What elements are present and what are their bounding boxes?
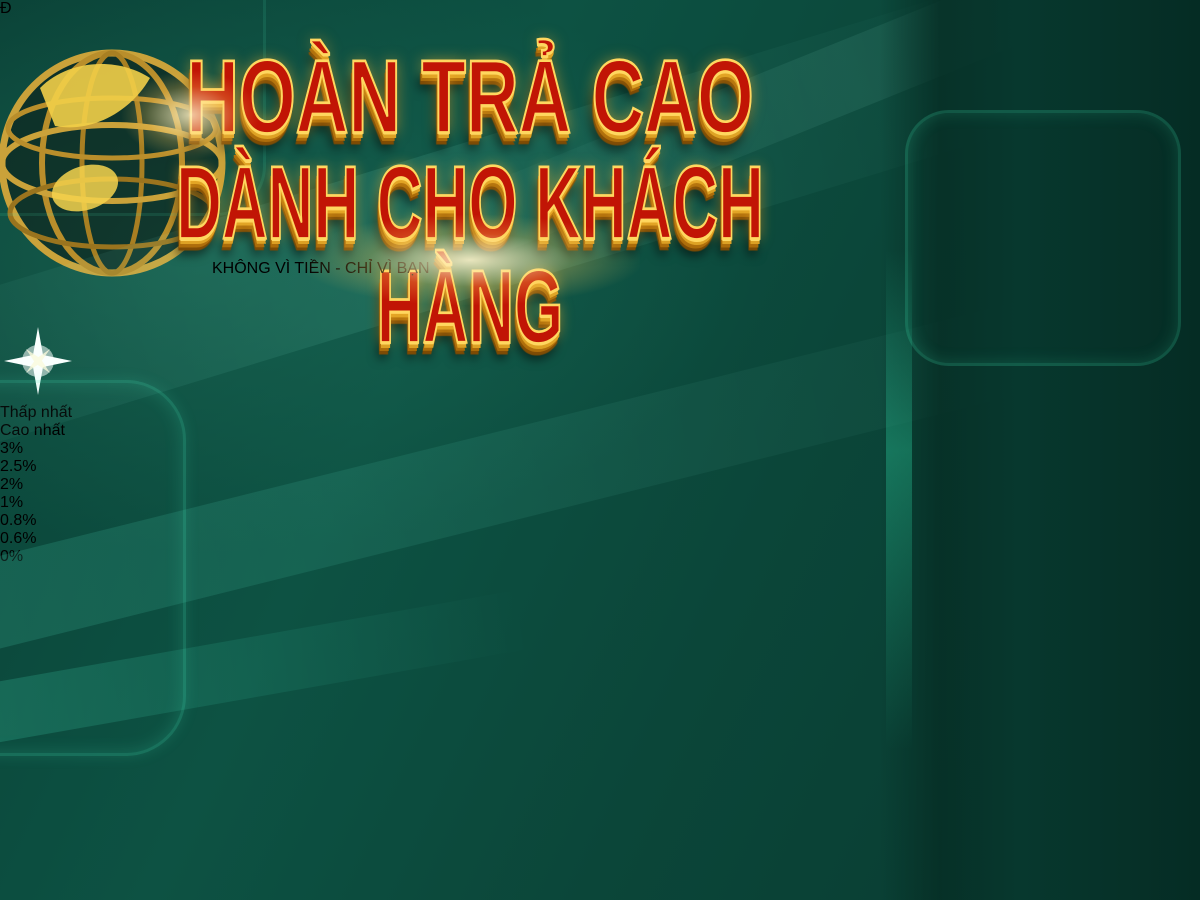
y-tick-label: 2.5%: [0, 458, 37, 475]
y-tick-label: 0%: [0, 548, 24, 565]
slogan-text: KHÔNG VÌ TIỀN - CHỈ VÌ BẠN: [212, 260, 430, 277]
title-line-1: HOÀN TRẢ CAO: [185, 39, 754, 156]
glow-stripe: [886, 250, 912, 750]
y-axis: 3% 2.5% 2% 1% 0.8% 0.6% 0%: [0, 440, 1200, 566]
title-line-2: DÀNH CHO KHÁCH HÀNG: [175, 145, 764, 366]
y-tick-label: 2%: [0, 476, 24, 493]
y-tick-label: 3%: [0, 440, 24, 457]
y-tick-label: 0.6%: [0, 530, 37, 547]
slogan-badge: KHÔNG VÌ TIỀN - CHỈ VÌ BẠN: [212, 260, 744, 326]
legend-label-max: Cao nhất: [0, 422, 65, 439]
glow-frame: [0, 0, 266, 216]
legend-label-min: Thấp nhất: [0, 404, 73, 421]
y-tick-label: 1%: [0, 494, 24, 511]
sparkle-icon: [4, 327, 72, 395]
glow-frame: [905, 110, 1181, 366]
legend-item-max: Cao nhất: [0, 422, 1200, 440]
legend-item-min: Thấp nhất: [0, 404, 1200, 422]
chart-legend: Thấp nhất Cao nhất: [0, 404, 1200, 440]
glow-frame: [0, 380, 186, 756]
gold-coin-icon: Đ: [0, 0, 1200, 18]
dong-symbol: Đ: [0, 0, 12, 17]
chart-panel: Thấp nhất Cao nhất 3% 2.5% 2% 1% 0.8% 0.6% 0% …: [0, 404, 1200, 900]
y-tick-label: 0.8%: [0, 512, 37, 529]
